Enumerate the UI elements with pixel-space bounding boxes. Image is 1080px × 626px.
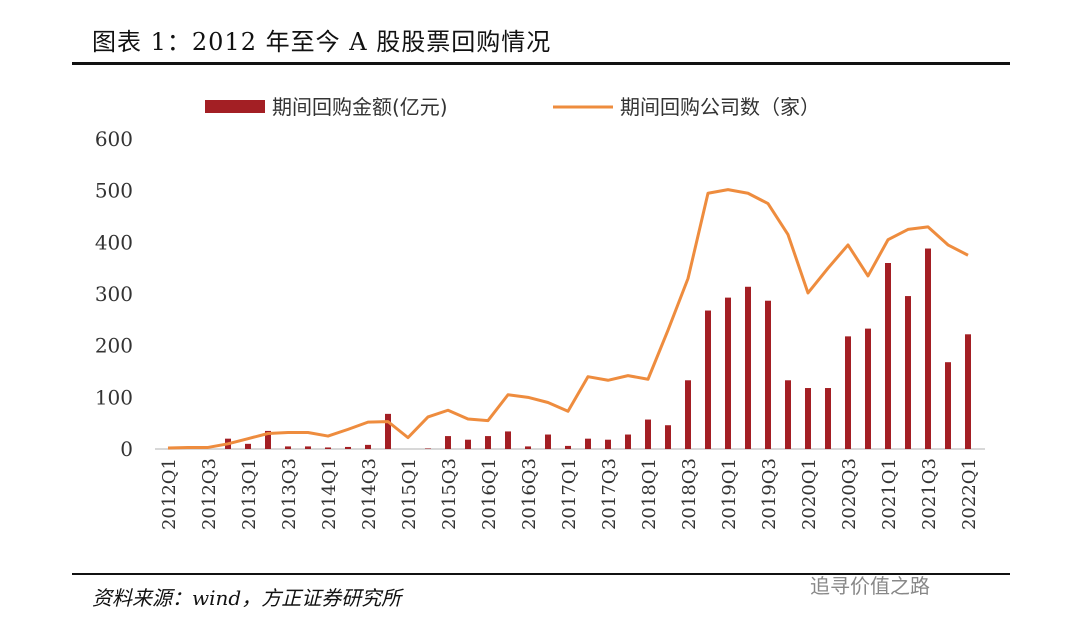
bar bbox=[845, 336, 851, 449]
bar bbox=[445, 436, 451, 449]
bar bbox=[485, 436, 491, 449]
x-tick-label: 2016Q3 bbox=[519, 458, 540, 530]
x-tick-label: 2017Q1 bbox=[559, 458, 580, 530]
bar bbox=[805, 388, 811, 449]
x-tick-label: 2014Q1 bbox=[319, 458, 340, 530]
x-tick-label: 2019Q3 bbox=[759, 458, 780, 530]
source-note: 资料来源：wind，方正证券研究所 bbox=[92, 586, 402, 610]
bar bbox=[745, 286, 751, 449]
bar bbox=[385, 413, 391, 449]
bar bbox=[665, 425, 671, 449]
bar bbox=[365, 444, 371, 449]
y-tick-label: 200 bbox=[95, 334, 133, 358]
legend-line-label: 期间回购公司数（家） bbox=[620, 95, 820, 119]
bar bbox=[525, 446, 531, 449]
x-tick-label: 2020Q3 bbox=[839, 458, 860, 530]
x-tick-label: 2018Q1 bbox=[639, 458, 660, 530]
bar bbox=[545, 434, 551, 449]
bar bbox=[765, 300, 771, 449]
x-tick-label: 2013Q3 bbox=[279, 458, 300, 530]
bar bbox=[505, 431, 511, 449]
x-tick-label: 2019Q1 bbox=[719, 458, 740, 530]
bar bbox=[925, 248, 931, 449]
bar bbox=[265, 430, 271, 449]
y-tick-label: 500 bbox=[95, 179, 133, 203]
bar bbox=[325, 447, 331, 449]
y-tick-label: 400 bbox=[95, 230, 133, 254]
bar bbox=[585, 438, 591, 449]
bottom-rule bbox=[72, 573, 1010, 575]
y-tick-label: 0 bbox=[120, 437, 133, 461]
bar bbox=[725, 297, 731, 449]
legend-bar-label: 期间回购金额(亿元) bbox=[272, 95, 448, 119]
bar bbox=[565, 445, 571, 449]
x-tick-label: 2022Q1 bbox=[959, 458, 980, 530]
bar bbox=[305, 446, 311, 449]
bar bbox=[345, 446, 351, 449]
watermark: 追寻价值之路 bbox=[810, 574, 930, 598]
x-tick-label: 2018Q3 bbox=[679, 458, 700, 530]
bar bbox=[685, 380, 691, 449]
x-tick-label: 2014Q3 bbox=[359, 458, 380, 530]
y-tick-label: 300 bbox=[95, 282, 133, 306]
bar bbox=[825, 388, 831, 449]
bar bbox=[885, 263, 891, 449]
x-tick-label: 2020Q1 bbox=[799, 458, 820, 530]
bar bbox=[625, 434, 631, 449]
bar bbox=[605, 439, 611, 449]
x-tick-label: 2017Q3 bbox=[599, 458, 620, 530]
x-tick-label: 2012Q1 bbox=[159, 458, 180, 530]
y-tick-label: 600 bbox=[95, 127, 133, 151]
x-tick-label: 2015Q1 bbox=[399, 458, 420, 530]
chart-title: 图表 1：2012 年至今 A 股股票回购情况 bbox=[92, 28, 552, 56]
bar bbox=[285, 446, 291, 449]
bar bbox=[945, 362, 951, 449]
bar bbox=[865, 328, 871, 449]
x-tick-label: 2013Q1 bbox=[239, 458, 260, 530]
x-tick-label: 2021Q1 bbox=[879, 458, 900, 530]
bar bbox=[785, 380, 791, 449]
bar bbox=[645, 419, 651, 449]
x-tick-label: 2012Q3 bbox=[199, 458, 220, 530]
bar bbox=[245, 443, 251, 449]
bar bbox=[965, 334, 971, 449]
bar bbox=[425, 448, 431, 449]
bar bbox=[905, 296, 911, 449]
y-tick-label: 100 bbox=[95, 385, 133, 409]
x-tick-label: 2021Q3 bbox=[919, 458, 940, 530]
top-rule bbox=[72, 62, 1010, 65]
x-tick-label: 2016Q1 bbox=[479, 458, 500, 530]
x-tick-label: 2015Q3 bbox=[439, 458, 460, 530]
bar bbox=[705, 310, 711, 449]
bar bbox=[465, 439, 471, 449]
legend-bar-swatch bbox=[205, 100, 265, 113]
